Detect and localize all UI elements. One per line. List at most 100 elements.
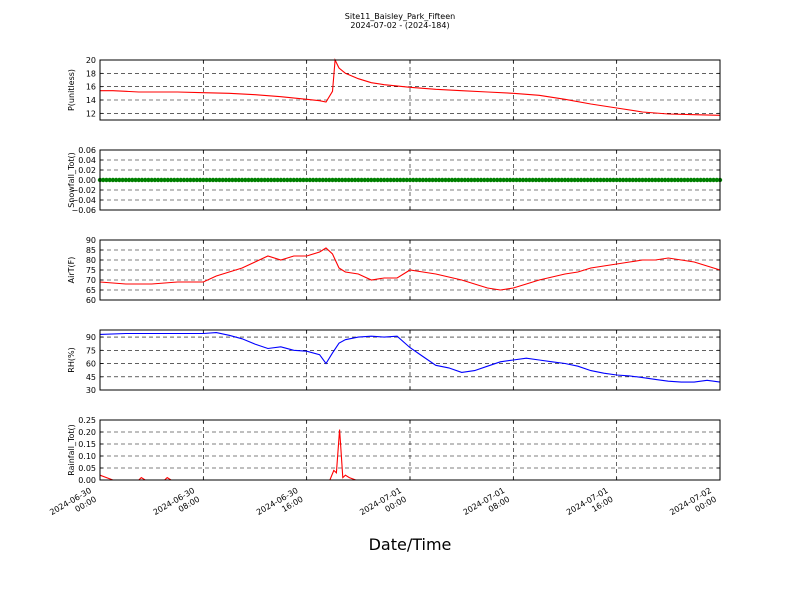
- snowfall-point: [514, 177, 519, 183]
- x-tick-label: 2024-07-0116:00: [565, 486, 615, 526]
- snowfall-point: [536, 177, 542, 183]
- snowfall-point: [249, 177, 254, 183]
- snowfall-point: [113, 177, 119, 183]
- snowfall-point: [230, 177, 235, 183]
- axes-frame: [99, 59, 721, 121]
- snowfall-point: [246, 177, 251, 183]
- y-tick-label: 0.00: [78, 476, 96, 485]
- axes-frame: [99, 329, 721, 391]
- y-tick-label: 0.10: [78, 452, 96, 461]
- snowfall-point: [346, 177, 351, 183]
- snowfall-point: [304, 177, 309, 183]
- snowfall-point: [643, 177, 648, 183]
- snowfall-point: [485, 177, 490, 183]
- y-tick-label: 0.15: [78, 440, 96, 449]
- snowfall-point: [498, 177, 503, 183]
- snowfall-point: [685, 177, 690, 183]
- x-axis-label: Date/Time: [368, 535, 452, 554]
- snowfall-point: [162, 177, 167, 183]
- snowfall-point: [546, 177, 552, 183]
- snowfall-point: [268, 177, 274, 183]
- snowfall-point: [549, 177, 555, 183]
- snowfall-point: [272, 177, 277, 183]
- snowfall-point: [469, 177, 474, 183]
- snowfall-point: [356, 177, 361, 183]
- x-tick-label: 2024-06-3008:00: [152, 486, 202, 526]
- snowfall-point: [604, 177, 610, 183]
- snowfall-point: [640, 177, 645, 183]
- y-axis-label: Snowfall_Tot(): [67, 152, 76, 208]
- snowfall-point: [404, 177, 409, 183]
- snowfall-point: [178, 177, 183, 183]
- snowfall-point: [330, 177, 335, 183]
- snowfall-point: [320, 177, 326, 183]
- snowfall-point: [511, 177, 516, 183]
- snowfall-point: [104, 177, 109, 183]
- snowfall-point: [659, 177, 665, 183]
- snowfall-point: [375, 177, 380, 183]
- snowfall-point: [624, 177, 629, 183]
- snowfall-point: [711, 177, 716, 183]
- snowfall-point: [423, 177, 429, 183]
- snowfall-point: [427, 177, 432, 183]
- snowfall-point: [440, 177, 445, 183]
- snowfall-point: [585, 177, 590, 183]
- snowfall-point: [117, 177, 122, 183]
- snowfall-point: [343, 177, 348, 183]
- panel-2: 0.060.040.020.00−0.02−0.04−0.06Snowfall_…: [67, 146, 723, 215]
- snowfall-point: [323, 177, 329, 183]
- snowfall-point: [553, 177, 558, 183]
- y-axis-label: Rainfall_Tot(): [67, 424, 76, 476]
- snowfall-point: [339, 177, 345, 183]
- snowfall-point: [462, 177, 468, 183]
- snowfall-point: [175, 177, 180, 183]
- y-tick-label: 0.02: [78, 166, 96, 175]
- snowfall-point: [591, 177, 597, 183]
- snowfall-point: [133, 177, 138, 183]
- snowfall-point: [662, 177, 668, 183]
- snowfall-point: [288, 177, 293, 183]
- snowfall-point: [569, 177, 574, 183]
- chart-subtitle: 2024-07-02 - (2024-184): [350, 21, 450, 30]
- snowfall-point: [220, 177, 225, 183]
- snowfall-point: [494, 177, 500, 183]
- snowfall-point: [204, 177, 209, 183]
- snowfall-point: [307, 177, 313, 183]
- snowfall-point: [672, 177, 677, 183]
- y-tick-label: 60: [86, 296, 96, 305]
- snowfall-point: [278, 177, 284, 183]
- snowfall-point: [265, 177, 271, 183]
- snowfall-point: [517, 177, 522, 183]
- snowfall-point: [649, 177, 655, 183]
- snowfall-point: [207, 177, 212, 183]
- y-tick-label: 90: [86, 333, 96, 342]
- snowfall-point: [291, 177, 296, 183]
- snowfall-point: [520, 177, 526, 183]
- snowfall-point: [501, 177, 506, 183]
- snowfall-point: [430, 177, 435, 183]
- y-tick-label: 75: [86, 266, 96, 275]
- snowfall-point: [572, 177, 577, 183]
- snowfall-point: [456, 177, 461, 183]
- snowfall-point: [159, 177, 164, 183]
- snowfall-point: [478, 177, 484, 183]
- snowfall-point: [691, 177, 697, 183]
- snowfall-point: [107, 177, 112, 183]
- x-tick-label: 2024-06-3016:00: [255, 486, 305, 526]
- y-tick-label: 30: [86, 386, 96, 395]
- snowfall-point: [507, 177, 513, 183]
- snowfall-point: [394, 177, 400, 183]
- snowfall-point: [472, 177, 477, 183]
- snowfall-point: [708, 177, 713, 183]
- axes-frame: [99, 149, 721, 211]
- snowfall-point: [130, 177, 135, 183]
- snowfall-point: [627, 177, 632, 183]
- snowfall-point: [530, 177, 535, 183]
- snowfall-point: [617, 177, 623, 183]
- snowfall-point: [184, 177, 190, 183]
- snowfall-point: [449, 177, 455, 183]
- snowfall-point: [197, 177, 203, 183]
- snowfall-point: [598, 177, 603, 183]
- snowfall-point: [388, 177, 393, 183]
- y-tick-label: 80: [86, 256, 96, 265]
